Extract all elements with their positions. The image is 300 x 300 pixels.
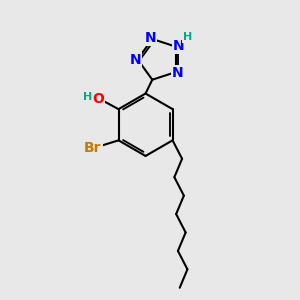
Text: H: H <box>83 92 92 102</box>
Text: O: O <box>93 92 104 106</box>
Text: N: N <box>172 65 184 80</box>
Text: N: N <box>173 39 184 53</box>
Text: N: N <box>129 53 141 67</box>
Text: N: N <box>145 32 157 45</box>
Text: H: H <box>183 32 192 42</box>
Text: Br: Br <box>84 141 102 155</box>
